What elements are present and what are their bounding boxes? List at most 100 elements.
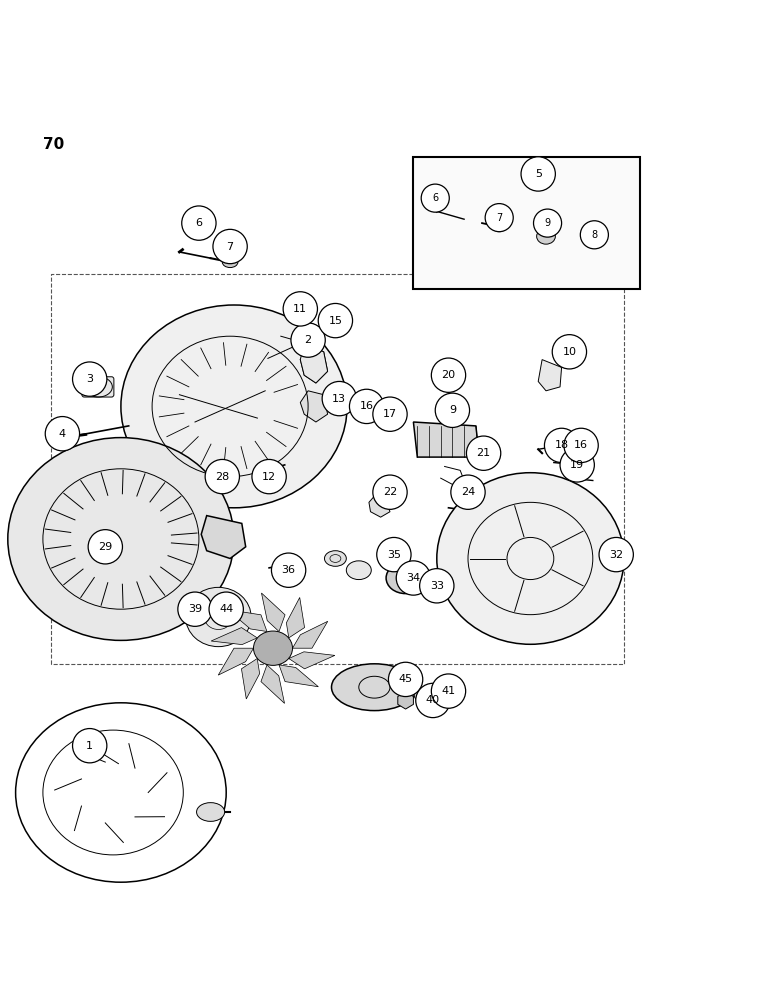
Ellipse shape bbox=[254, 631, 292, 665]
Circle shape bbox=[466, 436, 501, 470]
Circle shape bbox=[182, 206, 216, 240]
Circle shape bbox=[420, 569, 454, 603]
Ellipse shape bbox=[537, 229, 555, 244]
Polygon shape bbox=[261, 665, 285, 703]
Ellipse shape bbox=[197, 803, 225, 821]
Text: 3: 3 bbox=[87, 374, 93, 384]
Text: 5: 5 bbox=[535, 169, 541, 179]
Circle shape bbox=[421, 184, 449, 212]
Text: 40: 40 bbox=[426, 695, 440, 705]
Circle shape bbox=[373, 475, 407, 509]
Text: 28: 28 bbox=[215, 472, 229, 482]
Polygon shape bbox=[289, 652, 335, 669]
Circle shape bbox=[322, 381, 356, 416]
Circle shape bbox=[485, 204, 513, 232]
Text: 12: 12 bbox=[262, 472, 276, 482]
Ellipse shape bbox=[386, 562, 425, 594]
Circle shape bbox=[435, 393, 470, 427]
Polygon shape bbox=[538, 360, 562, 391]
Text: 39: 39 bbox=[188, 604, 202, 614]
Circle shape bbox=[564, 428, 598, 463]
Ellipse shape bbox=[8, 438, 234, 640]
Polygon shape bbox=[279, 665, 318, 687]
Polygon shape bbox=[228, 610, 267, 632]
Polygon shape bbox=[369, 496, 390, 517]
Circle shape bbox=[209, 592, 243, 626]
Ellipse shape bbox=[121, 305, 347, 508]
Circle shape bbox=[416, 683, 450, 718]
Circle shape bbox=[283, 292, 317, 326]
Text: 20: 20 bbox=[441, 370, 456, 380]
Circle shape bbox=[396, 561, 431, 595]
Text: 21: 21 bbox=[477, 448, 491, 458]
Ellipse shape bbox=[332, 664, 417, 711]
Polygon shape bbox=[292, 621, 328, 648]
Circle shape bbox=[88, 530, 122, 564]
Ellipse shape bbox=[324, 551, 346, 566]
Text: 4: 4 bbox=[58, 429, 66, 439]
Text: 24: 24 bbox=[461, 487, 475, 497]
Text: 44: 44 bbox=[219, 604, 233, 614]
Circle shape bbox=[73, 729, 107, 763]
Text: 36: 36 bbox=[282, 565, 296, 575]
Ellipse shape bbox=[186, 587, 251, 647]
Circle shape bbox=[388, 662, 423, 697]
Text: 15: 15 bbox=[328, 316, 342, 326]
Polygon shape bbox=[398, 691, 413, 709]
Text: 10: 10 bbox=[562, 347, 576, 357]
Text: 1: 1 bbox=[87, 741, 93, 751]
Text: 45: 45 bbox=[399, 674, 413, 684]
Polygon shape bbox=[413, 422, 480, 457]
Circle shape bbox=[45, 417, 80, 451]
Polygon shape bbox=[286, 597, 304, 638]
Polygon shape bbox=[300, 391, 328, 422]
Polygon shape bbox=[300, 344, 328, 383]
Text: 33: 33 bbox=[430, 581, 444, 591]
Text: 8: 8 bbox=[591, 230, 597, 240]
Text: 41: 41 bbox=[441, 686, 456, 696]
Circle shape bbox=[534, 209, 562, 237]
Text: 7: 7 bbox=[226, 242, 234, 252]
Ellipse shape bbox=[493, 222, 505, 232]
Text: 22: 22 bbox=[383, 487, 397, 497]
Text: 17: 17 bbox=[383, 409, 397, 419]
Circle shape bbox=[451, 475, 485, 509]
Text: 6: 6 bbox=[432, 193, 438, 203]
Text: 9: 9 bbox=[448, 405, 456, 415]
Circle shape bbox=[291, 323, 325, 357]
Text: 29: 29 bbox=[98, 542, 112, 552]
Ellipse shape bbox=[346, 561, 371, 580]
Circle shape bbox=[580, 221, 608, 249]
Text: 9: 9 bbox=[544, 218, 551, 228]
Text: 34: 34 bbox=[406, 573, 420, 583]
FancyBboxPatch shape bbox=[413, 157, 640, 289]
Text: 7: 7 bbox=[496, 213, 502, 223]
Circle shape bbox=[599, 537, 633, 572]
Text: 35: 35 bbox=[387, 550, 401, 560]
Polygon shape bbox=[218, 648, 254, 675]
Text: 19: 19 bbox=[570, 460, 584, 470]
Circle shape bbox=[252, 459, 286, 494]
Circle shape bbox=[213, 229, 247, 264]
Circle shape bbox=[178, 592, 212, 626]
Text: 32: 32 bbox=[609, 550, 623, 560]
Circle shape bbox=[552, 335, 587, 369]
Circle shape bbox=[544, 428, 579, 463]
Text: 13: 13 bbox=[332, 394, 346, 404]
Polygon shape bbox=[201, 516, 246, 558]
Circle shape bbox=[373, 397, 407, 431]
Circle shape bbox=[431, 358, 466, 392]
Text: 16: 16 bbox=[360, 401, 374, 411]
Circle shape bbox=[377, 537, 411, 572]
Circle shape bbox=[560, 448, 594, 482]
Circle shape bbox=[431, 674, 466, 708]
Text: 70: 70 bbox=[43, 137, 64, 152]
Circle shape bbox=[205, 459, 239, 494]
Circle shape bbox=[349, 389, 384, 424]
Circle shape bbox=[271, 553, 306, 587]
Polygon shape bbox=[211, 628, 257, 645]
Circle shape bbox=[521, 157, 555, 191]
FancyBboxPatch shape bbox=[82, 377, 114, 397]
Circle shape bbox=[318, 303, 353, 338]
Text: 6: 6 bbox=[196, 218, 202, 228]
